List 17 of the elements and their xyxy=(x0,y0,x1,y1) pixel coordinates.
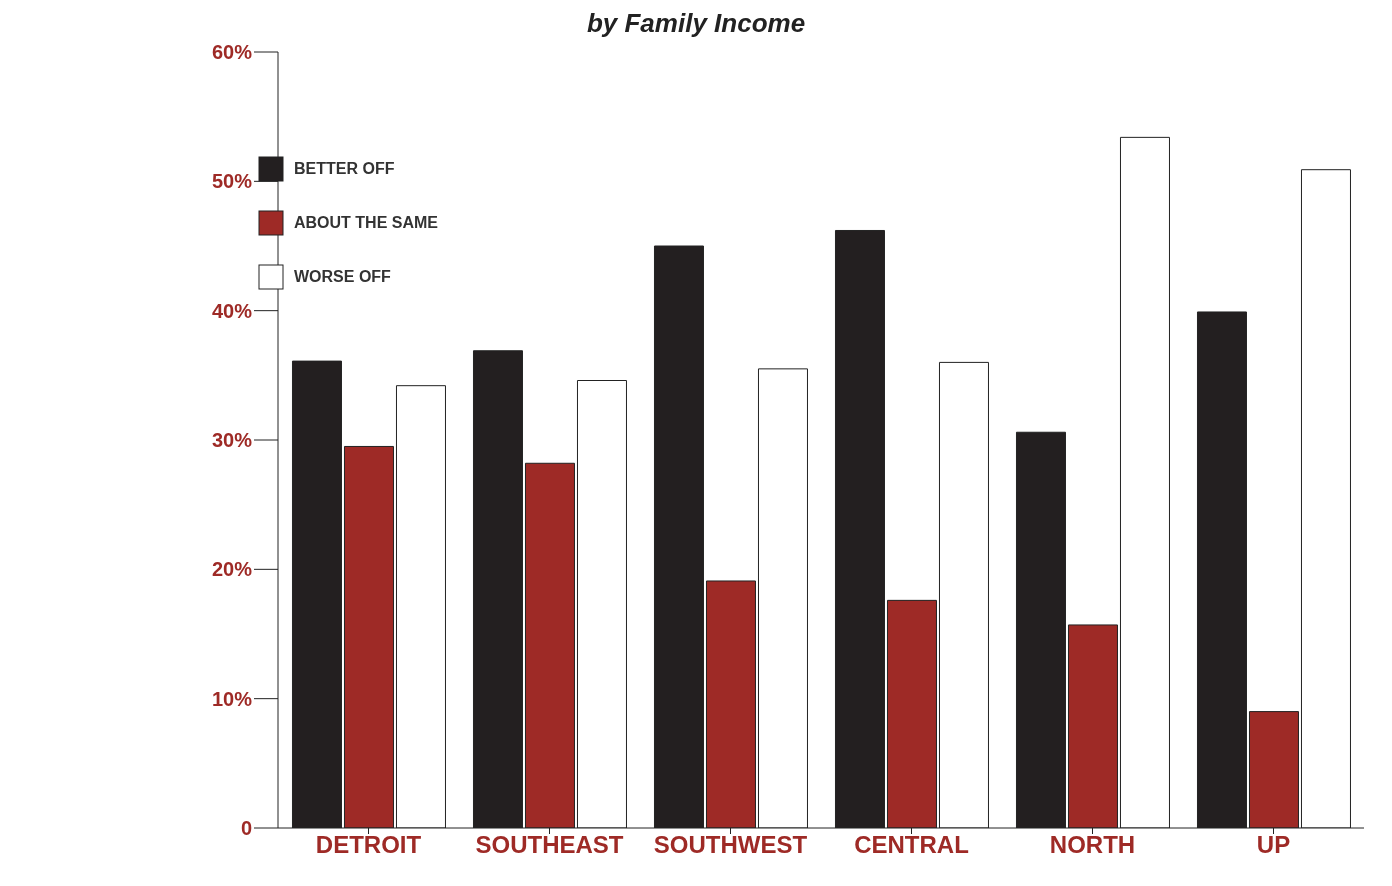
x-tick-label: CENTRAL xyxy=(854,831,969,859)
y-tick-label: 40% xyxy=(211,299,253,322)
x-tick-label: NORTH xyxy=(1049,831,1136,859)
legend-label: BETTER OFF xyxy=(294,160,395,178)
y-tick-label: 60% xyxy=(211,41,253,64)
x-tick-label: SOUTHEAST xyxy=(475,831,624,859)
chart-title: by Family Income xyxy=(585,8,807,40)
y-tick-label: 20% xyxy=(211,558,253,581)
y-tick-label: 50% xyxy=(211,170,253,193)
legend-label: WORSE OFF xyxy=(294,268,391,286)
legend-label: ABOUT THE SAME xyxy=(294,214,438,232)
y-tick-label: 10% xyxy=(211,687,253,710)
y-tick-label: 30% xyxy=(211,429,253,452)
y-tick-label: 0 xyxy=(240,817,252,840)
x-tick-label: DETROIT xyxy=(315,831,422,859)
x-tick-label: UP xyxy=(1256,831,1291,859)
x-tick-label: SOUTHWEST xyxy=(653,831,808,859)
